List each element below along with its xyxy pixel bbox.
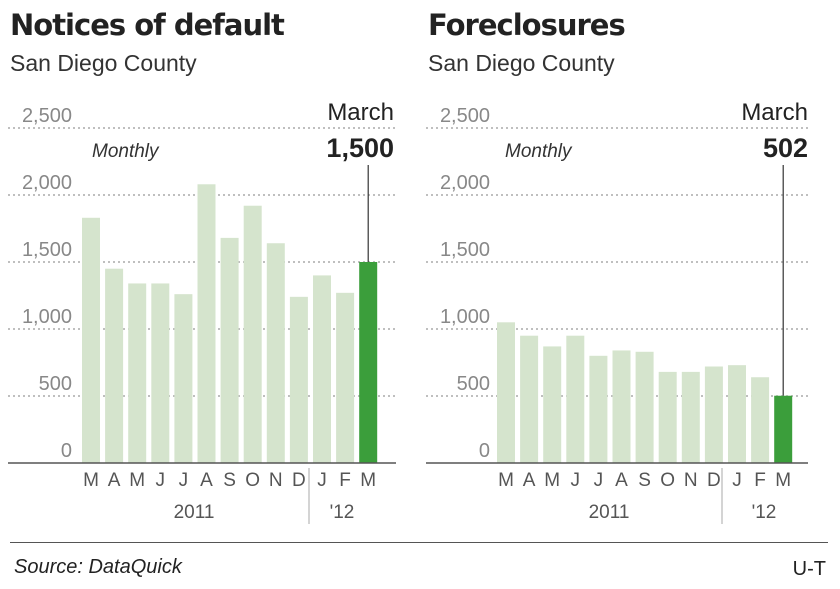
y-tick-label: 0 [479, 440, 490, 462]
x-tick-label: S [638, 470, 651, 491]
y-tick-label: 2,500 [22, 105, 72, 127]
source-note: Source: DataQuick [14, 556, 182, 578]
year-label-2011: 2011 [589, 502, 630, 523]
bar [681, 371, 700, 463]
x-tick-label: M [498, 470, 514, 491]
x-tick-label: O [245, 470, 260, 491]
bar [543, 346, 562, 463]
bar [635, 351, 654, 463]
callout-label: March [741, 99, 808, 126]
bar [497, 322, 515, 463]
x-tick-label: M [83, 470, 99, 491]
x-tick-label: M [544, 470, 560, 491]
bar [151, 283, 170, 463]
bar [728, 365, 746, 463]
bar-highlight [774, 395, 793, 463]
y-tick-label: 2,500 [440, 105, 490, 127]
chart-title-notices: Notices of default [10, 8, 285, 42]
y-tick-label: 1,000 [440, 306, 490, 328]
bar [520, 335, 539, 463]
bar [313, 275, 331, 463]
bar [220, 237, 239, 463]
bar [589, 355, 608, 463]
bar [266, 243, 285, 463]
footer-divider [10, 542, 828, 543]
bar [243, 205, 262, 463]
x-tick-label: J [179, 470, 189, 491]
y-tick-label: 1,500 [440, 239, 490, 261]
bar [289, 296, 308, 463]
x-tick-label: F [339, 470, 351, 491]
bar [174, 294, 193, 463]
bar [336, 292, 355, 463]
chart-subtitle-notices: San Diego County [10, 50, 197, 76]
x-tick-label: D [707, 470, 721, 491]
x-tick-label: O [660, 470, 675, 491]
x-tick-label: A [108, 470, 121, 491]
bar [658, 371, 677, 463]
callout-label: March [327, 99, 394, 126]
y-tick-label: 500 [39, 373, 72, 395]
x-tick-label: J [317, 470, 327, 491]
y-tick-label: 1,500 [22, 239, 72, 261]
x-tick-label: J [732, 470, 742, 491]
year-label-2012: '12 [330, 502, 355, 523]
x-tick-label: A [200, 470, 213, 491]
bar [751, 377, 770, 463]
year-label-2011: 2011 [174, 502, 215, 523]
bar-highlight [359, 262, 378, 463]
bar [704, 366, 723, 463]
x-tick-label: A [523, 470, 536, 491]
x-tick-label: M [360, 470, 376, 491]
x-tick-label: J [156, 470, 166, 491]
bar [612, 350, 631, 463]
x-tick-label: M [775, 470, 791, 491]
x-tick-label: F [754, 470, 766, 491]
monthly-note: Monthly [505, 141, 573, 162]
credit-label: U-T [792, 558, 826, 580]
x-tick-label: N [684, 470, 698, 491]
callout-value: 1,500 [326, 133, 394, 163]
x-tick-label: S [223, 470, 236, 491]
bar [197, 184, 216, 463]
x-tick-label: D [292, 470, 306, 491]
year-label-2012: '12 [752, 502, 777, 523]
chart-subtitle-foreclosures: San Diego County [428, 50, 615, 76]
y-tick-label: 1,000 [22, 306, 72, 328]
bar [128, 283, 147, 463]
x-tick-label: M [129, 470, 145, 491]
y-tick-label: 500 [457, 373, 490, 395]
x-tick-label: J [571, 470, 581, 491]
x-tick-label: J [594, 470, 604, 491]
bar [82, 217, 100, 463]
callout-value: 502 [763, 133, 808, 163]
chart-title-foreclosures: Foreclosures [428, 8, 626, 42]
x-tick-label: N [269, 470, 283, 491]
monthly-note: Monthly [92, 141, 160, 162]
y-tick-label: 2,000 [22, 172, 72, 194]
y-tick-label: 0 [61, 440, 72, 462]
bar [105, 268, 124, 463]
x-tick-label: A [615, 470, 628, 491]
y-tick-label: 2,000 [440, 172, 490, 194]
bar [566, 335, 585, 463]
